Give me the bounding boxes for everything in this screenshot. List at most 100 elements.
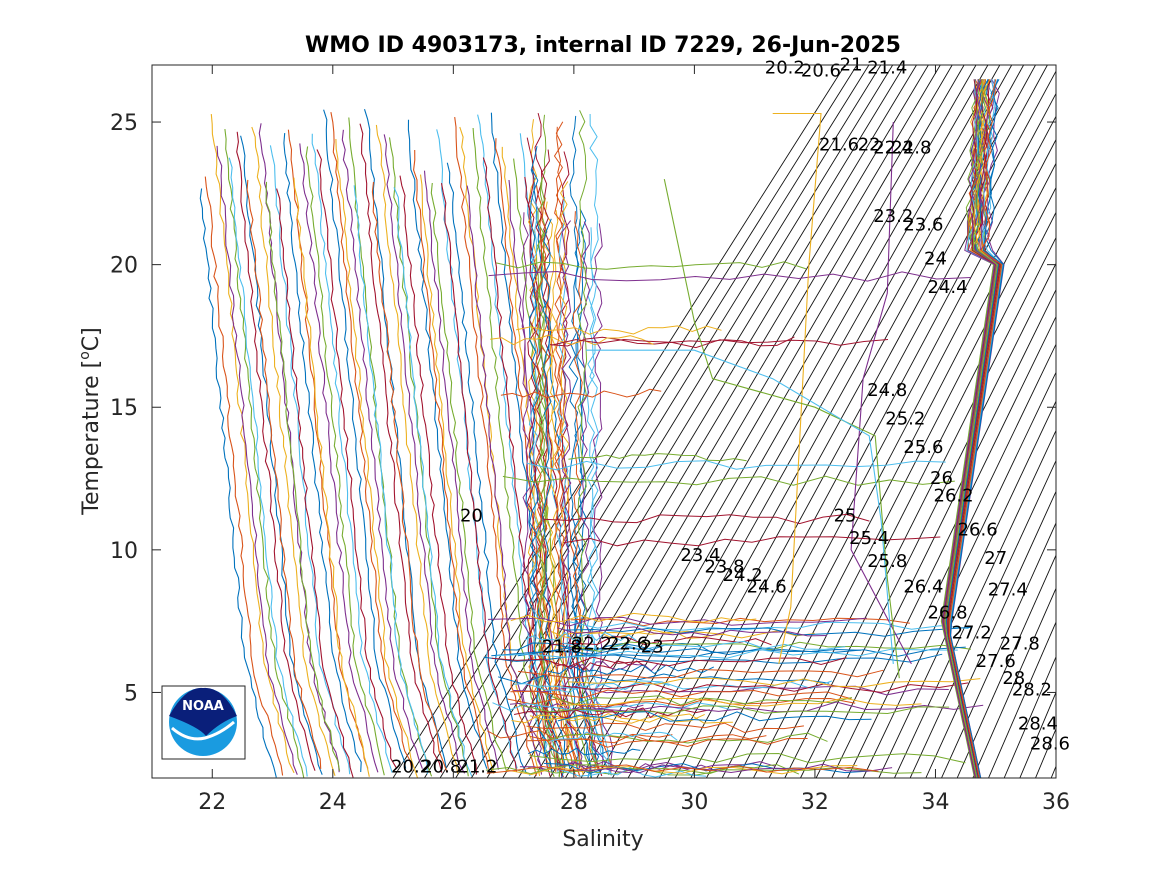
ts-profile-line	[210, 114, 295, 774]
density-contour-label: 21.8	[542, 637, 582, 658]
density-contour-label: 20.2	[765, 58, 805, 79]
density-contour-line	[627, 65, 1025, 778]
density-contour-line	[753, 186, 1056, 778]
density-contour-line	[486, 65, 917, 778]
density-contour-line	[612, 65, 1013, 778]
x-tick-label: 34	[921, 790, 949, 815]
ts-profile-line	[518, 704, 950, 715]
ts-profile-line	[557, 760, 776, 771]
ts-profile-line	[533, 235, 557, 772]
x-tick-label: 36	[1042, 790, 1070, 815]
ts-profile-line	[388, 137, 469, 777]
ts-profile-line	[510, 612, 757, 623]
ts-profile-line	[486, 764, 879, 774]
ts-profile-line	[518, 668, 884, 679]
density-contour-label: 24.2	[723, 565, 763, 586]
ts-profile-line	[557, 711, 872, 722]
ts-profile-line	[527, 738, 808, 748]
ts-profile-line	[947, 79, 1001, 778]
ts-profile-line	[536, 177, 557, 771]
density-contour-label: 27.8	[1000, 634, 1040, 655]
density-contour-labels: 20.220.621 21.421.62222.422.823.223.62424…	[391, 55, 1070, 778]
y-axis-ticks: 5 10 15 20 25	[110, 111, 1056, 706]
ts-profile-line	[353, 185, 428, 775]
density-contour-label: 25.4	[849, 528, 889, 549]
y-axis-title-end: C]	[79, 327, 104, 351]
density-contour-label: 22	[858, 135, 881, 156]
x-tick-label: 26	[439, 790, 467, 815]
density-contour-label: 22.6	[608, 634, 648, 655]
ts-profile-line	[371, 181, 448, 772]
density-contour-label: 26.8	[927, 602, 967, 623]
ts-profile-line	[283, 133, 362, 773]
ts-profile-line	[561, 220, 583, 769]
ts-profile-line	[265, 181, 341, 771]
density-contour-label: 28.4	[1018, 714, 1058, 735]
density-contour-line	[549, 65, 965, 778]
density-contour-line	[941, 521, 1056, 778]
ts-profile-line	[569, 621, 969, 631]
ts-profile-line	[495, 261, 807, 270]
density-contour-label: 27	[984, 548, 1007, 569]
ts-profile-line	[562, 640, 846, 651]
density-contour-label: 22.4	[873, 137, 913, 158]
y-tick-label: 20	[110, 254, 138, 279]
ts-profile-line	[592, 223, 614, 771]
ts-profile-line	[251, 126, 336, 776]
ts-profile-line	[490, 334, 654, 346]
ts-profile-line	[568, 453, 747, 462]
density-contour-line	[706, 115, 1056, 778]
density-contour-label: 28.2	[1012, 679, 1052, 700]
density-contour-label: 24.6	[747, 577, 787, 598]
ts-profile-line	[341, 129, 423, 769]
ts-profile-line	[568, 115, 592, 778]
ts-profile-line	[521, 212, 545, 772]
ts-profile-line	[204, 176, 284, 776]
ts-profile-line	[557, 626, 827, 637]
density-contour-label: 25.6	[903, 437, 943, 458]
ts-profile-line	[510, 689, 852, 700]
density-contour-label: 23.2	[873, 206, 913, 227]
ts-profile-line	[550, 660, 644, 671]
density-contour-line	[1083, 65, 1167, 778]
ts-profile-line	[466, 185, 543, 775]
ts-profile-line	[330, 111, 413, 771]
density-contour-label: 23.4	[680, 545, 720, 566]
ts-profile-line	[528, 146, 553, 774]
density-contour-line	[878, 400, 1056, 778]
plot-area-frame	[151, 64, 1057, 779]
ts-profile-line	[454, 117, 537, 777]
x-tick-label: 22	[198, 790, 226, 815]
density-contour-line	[690, 92, 1056, 778]
density-contour-label: 25.2	[885, 408, 925, 429]
ts-profile-line	[375, 124, 459, 774]
density-contour-label: 22.8	[891, 137, 931, 158]
density-contour-line	[956, 554, 1056, 778]
density-contour-line	[1161, 65, 1167, 778]
noaa-logo-wave	[171, 720, 235, 741]
y-axis-title-main: Temperature [	[79, 360, 104, 516]
ts-profile-line	[515, 325, 722, 335]
ts-profile-line	[446, 162, 527, 772]
ts-profile-line	[511, 713, 705, 724]
density-contour-line	[565, 65, 977, 778]
ts-profile-line	[559, 697, 922, 707]
ts-profile-line	[335, 138, 419, 778]
density-contour-label: 23	[641, 637, 664, 658]
y-axis-title: Temperature [oC]	[77, 327, 104, 515]
ts-profile-line	[495, 138, 577, 778]
ts-profile-line	[430, 182, 508, 773]
ts-profile-line	[570, 617, 910, 627]
ts-profile-line	[945, 79, 999, 778]
density-contour-line	[502, 65, 929, 778]
ts-profile-line	[269, 145, 351, 775]
ts-profile-line	[491, 646, 966, 657]
density-contour-line	[988, 621, 1056, 778]
ts-profile-line	[506, 765, 858, 776]
density-contour-line	[533, 65, 953, 778]
density-contour-line	[1098, 65, 1167, 778]
ts-profile-line	[551, 695, 853, 706]
ts-profile-line	[543, 513, 870, 525]
ts-profile-line	[549, 635, 772, 646]
